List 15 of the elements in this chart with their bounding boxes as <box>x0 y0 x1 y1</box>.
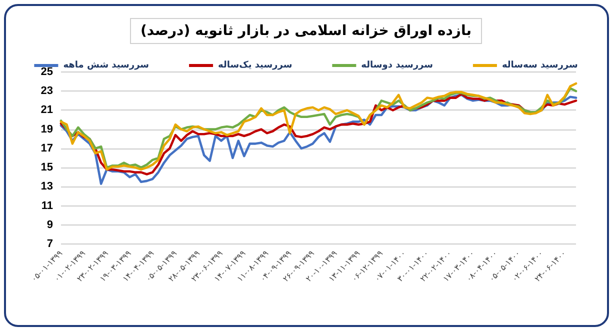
y-tick-label: 13 <box>40 180 53 193</box>
y-tick-label: 19 <box>40 123 53 136</box>
y-tick-label: 25 <box>40 66 53 78</box>
chart-title: بازده اوراق خزانه اسلامی در بازار ثانویه (درصد) <box>140 23 472 39</box>
legend-label: سررسید شش ماهه <box>63 60 150 70</box>
y-tick-label: 17 <box>40 142 53 154</box>
y-tick-label: 23 <box>40 85 53 98</box>
legend-label: سررسید دوساله <box>361 60 434 70</box>
y-tick-label: 11 <box>41 200 53 212</box>
legend-label: سررسید یک‌ساله <box>218 60 292 70</box>
y-tick-label: 15 <box>40 162 53 174</box>
y-tick-label: 7 <box>46 238 53 250</box>
legend-label: سررسید سه‌ساله <box>502 60 578 70</box>
y-tick-label: 9 <box>46 218 53 231</box>
y-tick-label: 21 <box>40 104 53 116</box>
